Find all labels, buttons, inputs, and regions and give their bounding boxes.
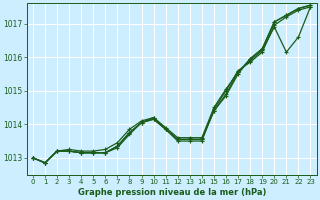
X-axis label: Graphe pression niveau de la mer (hPa): Graphe pression niveau de la mer (hPa) (77, 188, 266, 197)
